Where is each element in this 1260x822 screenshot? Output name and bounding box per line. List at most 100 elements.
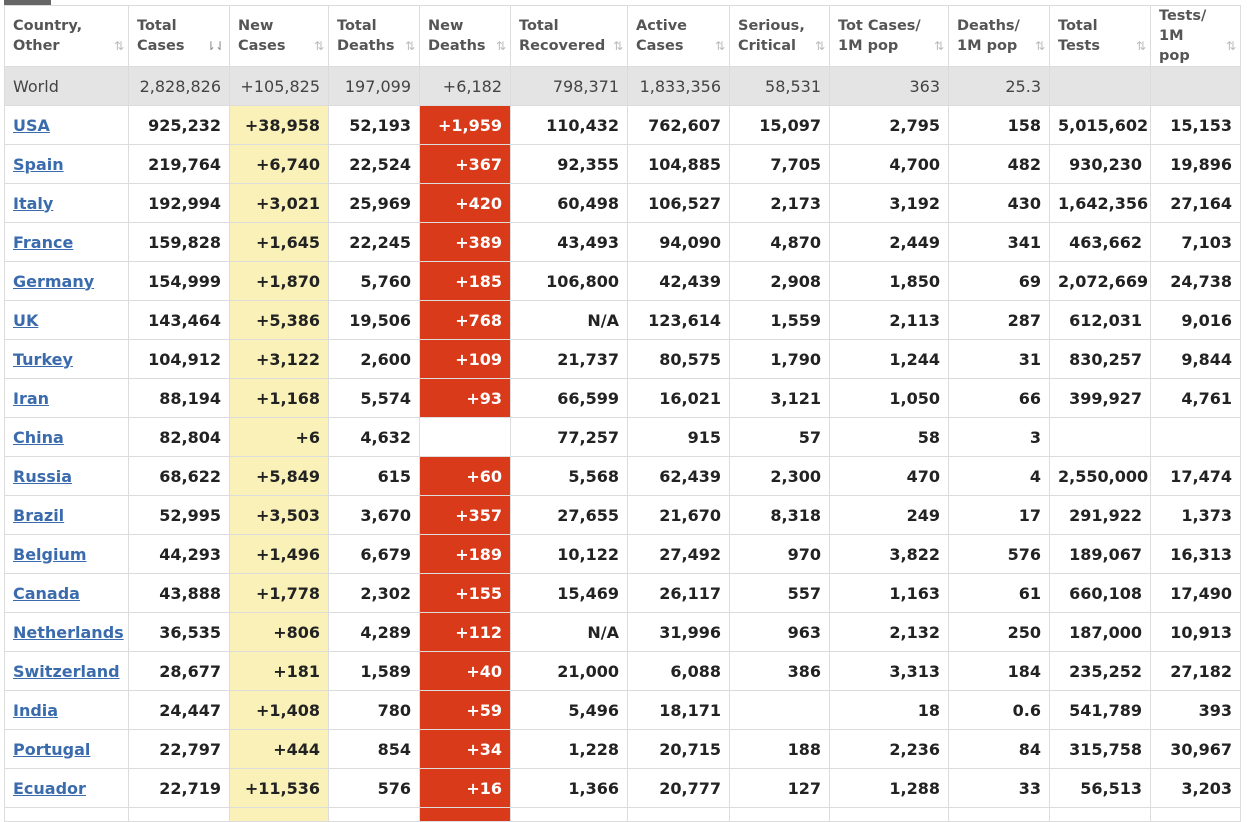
column-header-new-deaths[interactable]: New Deaths ⇅: [419, 5, 511, 67]
cell-total-recovered: 92,355: [510, 144, 628, 184]
cell-deaths-per-1m: 17: [948, 495, 1050, 535]
country-link[interactable]: Portugal: [13, 739, 91, 759]
cell-serious-critical: 57: [729, 417, 830, 457]
sort-icon[interactable]: ⇅: [113, 39, 124, 53]
country-link[interactable]: Spain: [13, 154, 64, 174]
cell-tests-per-1m: 1,373: [1150, 495, 1241, 535]
cell-total-deaths: 576: [328, 768, 420, 808]
header-row: Country, Other ⇅ Total Cases ⇂⇃ New Cases ⇅ Total…: [4, 5, 1241, 67]
cell-total-tests: 930,230: [1049, 144, 1151, 184]
cell-new-deaths: +155: [419, 573, 511, 613]
cell-tests-per-1m: 17,474: [1150, 456, 1241, 496]
country-link[interactable]: Turkey: [13, 349, 73, 369]
cell-country: Russia: [4, 456, 129, 496]
table-row: Ecuador 22,719 +11,536 576 +16 1,366 20,777 127…: [4, 768, 1241, 808]
cell-tests-per-1m: 16,313: [1150, 534, 1241, 574]
cell-total-tests: 660,108: [1049, 573, 1151, 613]
cell-country: Italy: [4, 183, 129, 223]
country-link[interactable]: Switzerland: [13, 661, 120, 681]
cell-active-cases: 915: [627, 417, 730, 457]
column-header-tests-per-1m[interactable]: Tests/1M pop ⇅: [1150, 5, 1241, 67]
cell-serious-critical: [729, 690, 830, 730]
cell-new-deaths: +59: [419, 690, 511, 730]
cell-new-deaths: +1,959: [419, 105, 511, 145]
cell-deaths-per-1m: 158: [948, 105, 1050, 145]
sort-icon[interactable]: ⇅: [612, 39, 623, 53]
cell-total-tests: 463,662: [1049, 222, 1151, 262]
table-row: USA 925,232 +38,958 52,193 +1,959 110,432 762,…: [4, 105, 1241, 145]
cell-country: China: [4, 417, 129, 457]
cell-tests-per-1m: 9,844: [1150, 339, 1241, 379]
cell-deaths-per-1m: 0.6: [948, 690, 1050, 730]
sort-icon[interactable]: ⇅: [1225, 39, 1236, 53]
sort-icon[interactable]: ⇅: [404, 39, 415, 53]
cell-deaths-per-1m: 61: [948, 573, 1050, 613]
column-header-country[interactable]: Country, Other ⇅: [4, 5, 129, 67]
column-header-label: Total Deaths: [337, 18, 395, 54]
country-link[interactable]: Canada: [13, 583, 80, 603]
country-link[interactable]: Netherlands: [13, 622, 124, 642]
cell-new-cases: +181: [229, 651, 329, 691]
cell-total-deaths: 1,589: [328, 651, 420, 691]
country-link[interactable]: USA: [13, 115, 50, 135]
sort-icon[interactable]: ⇅: [1135, 39, 1146, 53]
cell-country: USA: [4, 105, 129, 145]
country-link[interactable]: Iran: [13, 388, 50, 408]
cell-active-cases: 62,439: [627, 456, 730, 496]
cell-total-cases: 44,293: [128, 534, 230, 574]
cell-total-recovered: 27,655: [510, 495, 628, 535]
column-header-serious-critical[interactable]: Serious, Critical ⇅: [729, 5, 830, 67]
cell-deaths-per-1m: 84: [948, 729, 1050, 769]
column-header-new-cases[interactable]: New Cases ⇅: [229, 5, 329, 67]
cell-new-deaths: +367: [419, 144, 511, 184]
sort-icon[interactable]: ⇅: [1034, 39, 1045, 53]
cell-new-cases: +1,168: [229, 378, 329, 418]
sort-icon[interactable]: ⇅: [814, 39, 825, 53]
cell-tests-per-1m: 3,203: [1150, 768, 1241, 808]
cell-total-deaths: 5,760: [328, 261, 420, 301]
cell-serious-critical: 557: [729, 573, 830, 613]
country-link[interactable]: Brazil: [13, 505, 65, 525]
cell-total-deaths: 780: [328, 690, 420, 730]
cell-active-cases: 104,885: [627, 144, 730, 184]
cell-total-recovered: 15,469: [510, 573, 628, 613]
cell-country: UK: [4, 300, 129, 340]
cell-total-deaths: 22,245: [328, 222, 420, 262]
cell-cases-per-1m: 1,288: [829, 768, 949, 808]
country-link[interactable]: UK: [13, 310, 39, 330]
country-link[interactable]: China: [13, 427, 64, 447]
country-link[interactable]: Italy: [13, 193, 54, 213]
column-header-label: Deaths/1M pop: [957, 18, 1020, 54]
cell-new-deaths: [419, 417, 511, 457]
column-header-label: New Cases: [238, 18, 286, 54]
country-link[interactable]: India: [13, 700, 59, 720]
sort-icon[interactable]: ⇅: [313, 39, 324, 53]
sort-icon[interactable]: ⇅: [495, 39, 506, 53]
sort-icon[interactable]: ⇅: [933, 39, 944, 53]
column-header-deaths-per-1m[interactable]: Deaths/1M pop ⇅: [948, 5, 1050, 67]
column-header-total-tests[interactable]: Total Tests ⇅: [1049, 5, 1151, 67]
cell-cases-per-1m: 363: [829, 66, 949, 106]
column-header-total-recovered[interactable]: Total Recovered ⇅: [510, 5, 628, 67]
cell-total-tests: 541,789: [1049, 690, 1151, 730]
sort-desc-icon[interactable]: ⇂⇃: [205, 39, 225, 53]
cell-tests-per-1m: 27,182: [1150, 651, 1241, 691]
cell-cases-per-1m: 470: [829, 456, 949, 496]
cell-active-cases: 18,171: [627, 690, 730, 730]
sort-icon[interactable]: ⇅: [714, 39, 725, 53]
column-header-total-deaths[interactable]: Total Deaths ⇅: [328, 5, 420, 67]
table-row: Turkey 104,912 +3,122 2,600 +109 21,737 80,575…: [4, 339, 1241, 379]
country-link[interactable]: Russia: [13, 466, 73, 486]
country-link[interactable]: Belgium: [13, 544, 87, 564]
column-header-active-cases[interactable]: Active Cases ⇅: [627, 5, 730, 67]
column-header-cases-per-1m[interactable]: Tot Cases/1M pop ⇅: [829, 5, 949, 67]
country-link[interactable]: France: [13, 232, 74, 252]
cell-cases-per-1m: 1,850: [829, 261, 949, 301]
country-link[interactable]: Germany: [13, 271, 95, 291]
cell-total-cases: 219,764: [128, 144, 230, 184]
column-header-total-cases[interactable]: Total Cases ⇂⇃: [128, 5, 230, 67]
cell-serious-critical: 1,559: [729, 300, 830, 340]
cell-country: France: [4, 222, 129, 262]
country-link[interactable]: Ecuador: [13, 778, 86, 798]
cell-tests-per-1m: 7,103: [1150, 222, 1241, 262]
